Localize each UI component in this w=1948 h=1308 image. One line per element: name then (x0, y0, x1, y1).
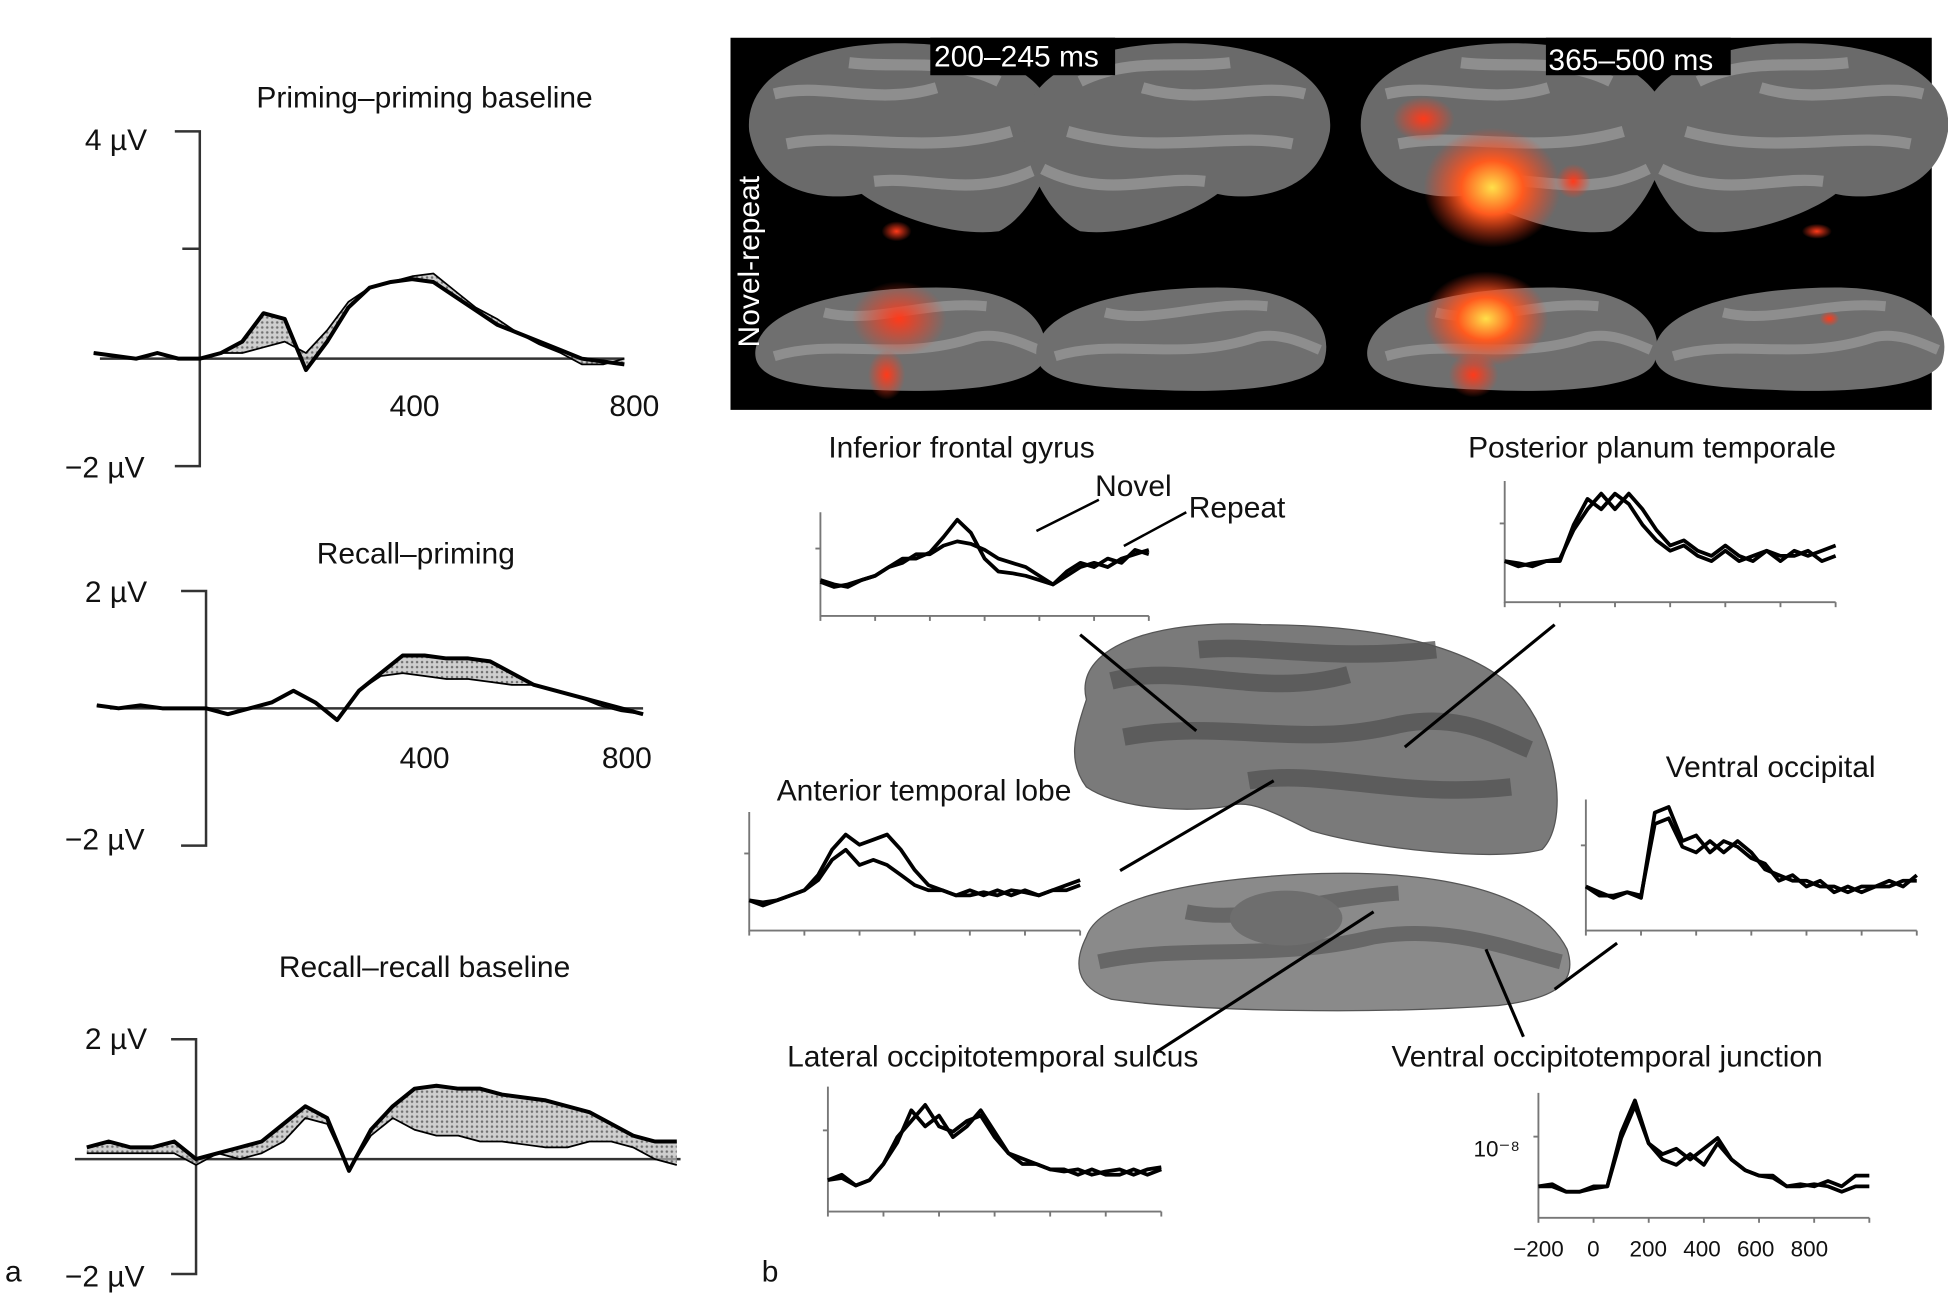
votj-axis-labels: 10⁻⁸ −200 0 200 400 600 800 (1473, 1137, 1828, 1262)
chart-title: Recall–recall baseline (279, 951, 570, 984)
series-repeat (819, 539, 1150, 589)
brain-200ms-lh-lateral (748, 43, 1056, 233)
panel-label-b: b (762, 1255, 779, 1288)
brain-activation-panel: 200–245 ms 365–500 ms Novel-repeat (730, 37, 1948, 410)
series-novel (1585, 805, 1918, 900)
series-repeat (748, 847, 1081, 905)
series-repeat (1538, 1103, 1870, 1194)
inflated-brain-lateral (1074, 623, 1558, 856)
x-tick-label: 800 (1791, 1237, 1828, 1262)
erp-line-thin (93, 272, 625, 366)
panel-label-a: a (5, 1255, 22, 1288)
region-title-vo: Ventral occipital (1666, 751, 1876, 784)
legend-novel: Novel (1095, 470, 1172, 503)
y-tick-label: 10⁻⁸ (1473, 1137, 1519, 1162)
brain-365ms-rh-ventral (1654, 287, 1945, 391)
series-novel (1504, 491, 1837, 569)
region-title-atl: Anterior temporal lobe (777, 775, 1072, 808)
x-tick-label: 0 (1587, 1237, 1599, 1262)
series-repeat (1504, 491, 1837, 569)
cortex-surfaces (748, 43, 1948, 400)
x-tick-label: −200 (1513, 1237, 1564, 1262)
y-axis (181, 589, 208, 847)
series-novel (1538, 1098, 1870, 1194)
region-title-votj: Ventral occipitotemporal junction (1391, 1041, 1822, 1074)
row-label: Novel-repeat (733, 175, 766, 347)
activation-blob (1392, 96, 1455, 142)
x-tick-label: 400 (1683, 1237, 1721, 1262)
legend: Novel Repeat (1035, 470, 1286, 548)
meg-timecourse-lateral-occipitotemporal-sulcus (822, 1086, 1163, 1217)
region-connector-lines (1079, 623, 1619, 1055)
activation-blob (1448, 352, 1499, 398)
brain-200ms-rh-lateral (1023, 43, 1331, 233)
erp-line-thin (86, 1117, 678, 1172)
brain-365ms-rh-lateral (1641, 43, 1948, 233)
x-tick-label: 400 (400, 742, 450, 775)
activation-blob (1555, 163, 1591, 199)
axes (1584, 799, 1917, 932)
x-tick-label: 600 (1737, 1237, 1774, 1262)
erp-chart-recall-priming: Recall–priming 2 µV −2 µV 400 800 (65, 537, 652, 856)
meg-timecourse-ventral-occipitotemporal-junction (1533, 1092, 1871, 1223)
gyri (1671, 300, 1940, 361)
axes (1537, 1092, 1870, 1219)
region-title-lots: Lateral occipitotemporal sulcus (787, 1041, 1198, 1074)
x-tick-label: 800 (602, 742, 652, 775)
gyri (1053, 300, 1322, 361)
erp-line-thick (96, 653, 644, 723)
y-tick-label: −2 µV (65, 1260, 145, 1293)
y-tick-label: 2 µV (85, 1023, 147, 1056)
activation-blob (867, 349, 906, 400)
axes (1503, 481, 1836, 604)
gyri (1658, 57, 1925, 191)
time-window-label-2: 365–500 ms (1548, 44, 1713, 77)
x-tick-label: 200 (1630, 1237, 1667, 1262)
erp-chart-recall-recall: Recall–recall baseline 2 µV −2 µV (65, 951, 681, 1293)
y-tick-label: 2 µV (85, 576, 147, 609)
activation-blob (851, 281, 947, 357)
meg-timecourse-inferior-frontal-gyrus (815, 512, 1150, 621)
legend-repeat: Repeat (1189, 491, 1286, 524)
y-tick-label: −2 µV (65, 823, 145, 856)
gyri (772, 57, 1039, 191)
chart-title: Priming–priming baseline (256, 82, 592, 115)
series-repeat (1584, 816, 1917, 898)
region-title-ppt: Posterior planum temporale (1468, 431, 1836, 464)
axes (826, 1086, 1162, 1213)
region-title-ifg: Inferior frontal gyrus (828, 431, 1094, 464)
meg-timecourse-anterior-temporal-lobe (744, 811, 1082, 936)
chart-title: Recall–priming (317, 537, 515, 570)
meg-timecourse-posterior-planum-temporale (1499, 481, 1837, 608)
erp-chart-priming-priming: Priming–priming baseline 4 µV −2 µV 400 … (65, 82, 659, 485)
x-tick-label: 400 (390, 390, 440, 423)
difference-shading (96, 655, 644, 721)
activation-blob (1819, 311, 1840, 327)
series-repeat (827, 1103, 1162, 1188)
time-window-label-1: 200–245 ms (934, 40, 1099, 73)
y-tick-label: 4 µV (85, 124, 147, 157)
y-axis (174, 130, 202, 468)
brain-200ms-rh-ventral (1036, 287, 1327, 391)
erp-line-thin (96, 672, 644, 721)
activation-blob (1423, 271, 1549, 367)
erp-line-thick (86, 1083, 677, 1173)
x-tick-label: 800 (609, 390, 659, 423)
series-novel (827, 1108, 1162, 1188)
y-tick-label: −2 µV (65, 451, 145, 484)
meg-timecourse-ventral-occipital (1580, 799, 1918, 936)
gyri (1040, 57, 1307, 191)
activation-blob (1423, 127, 1561, 248)
activation-blob (1801, 223, 1832, 239)
activation-blob (881, 221, 912, 242)
